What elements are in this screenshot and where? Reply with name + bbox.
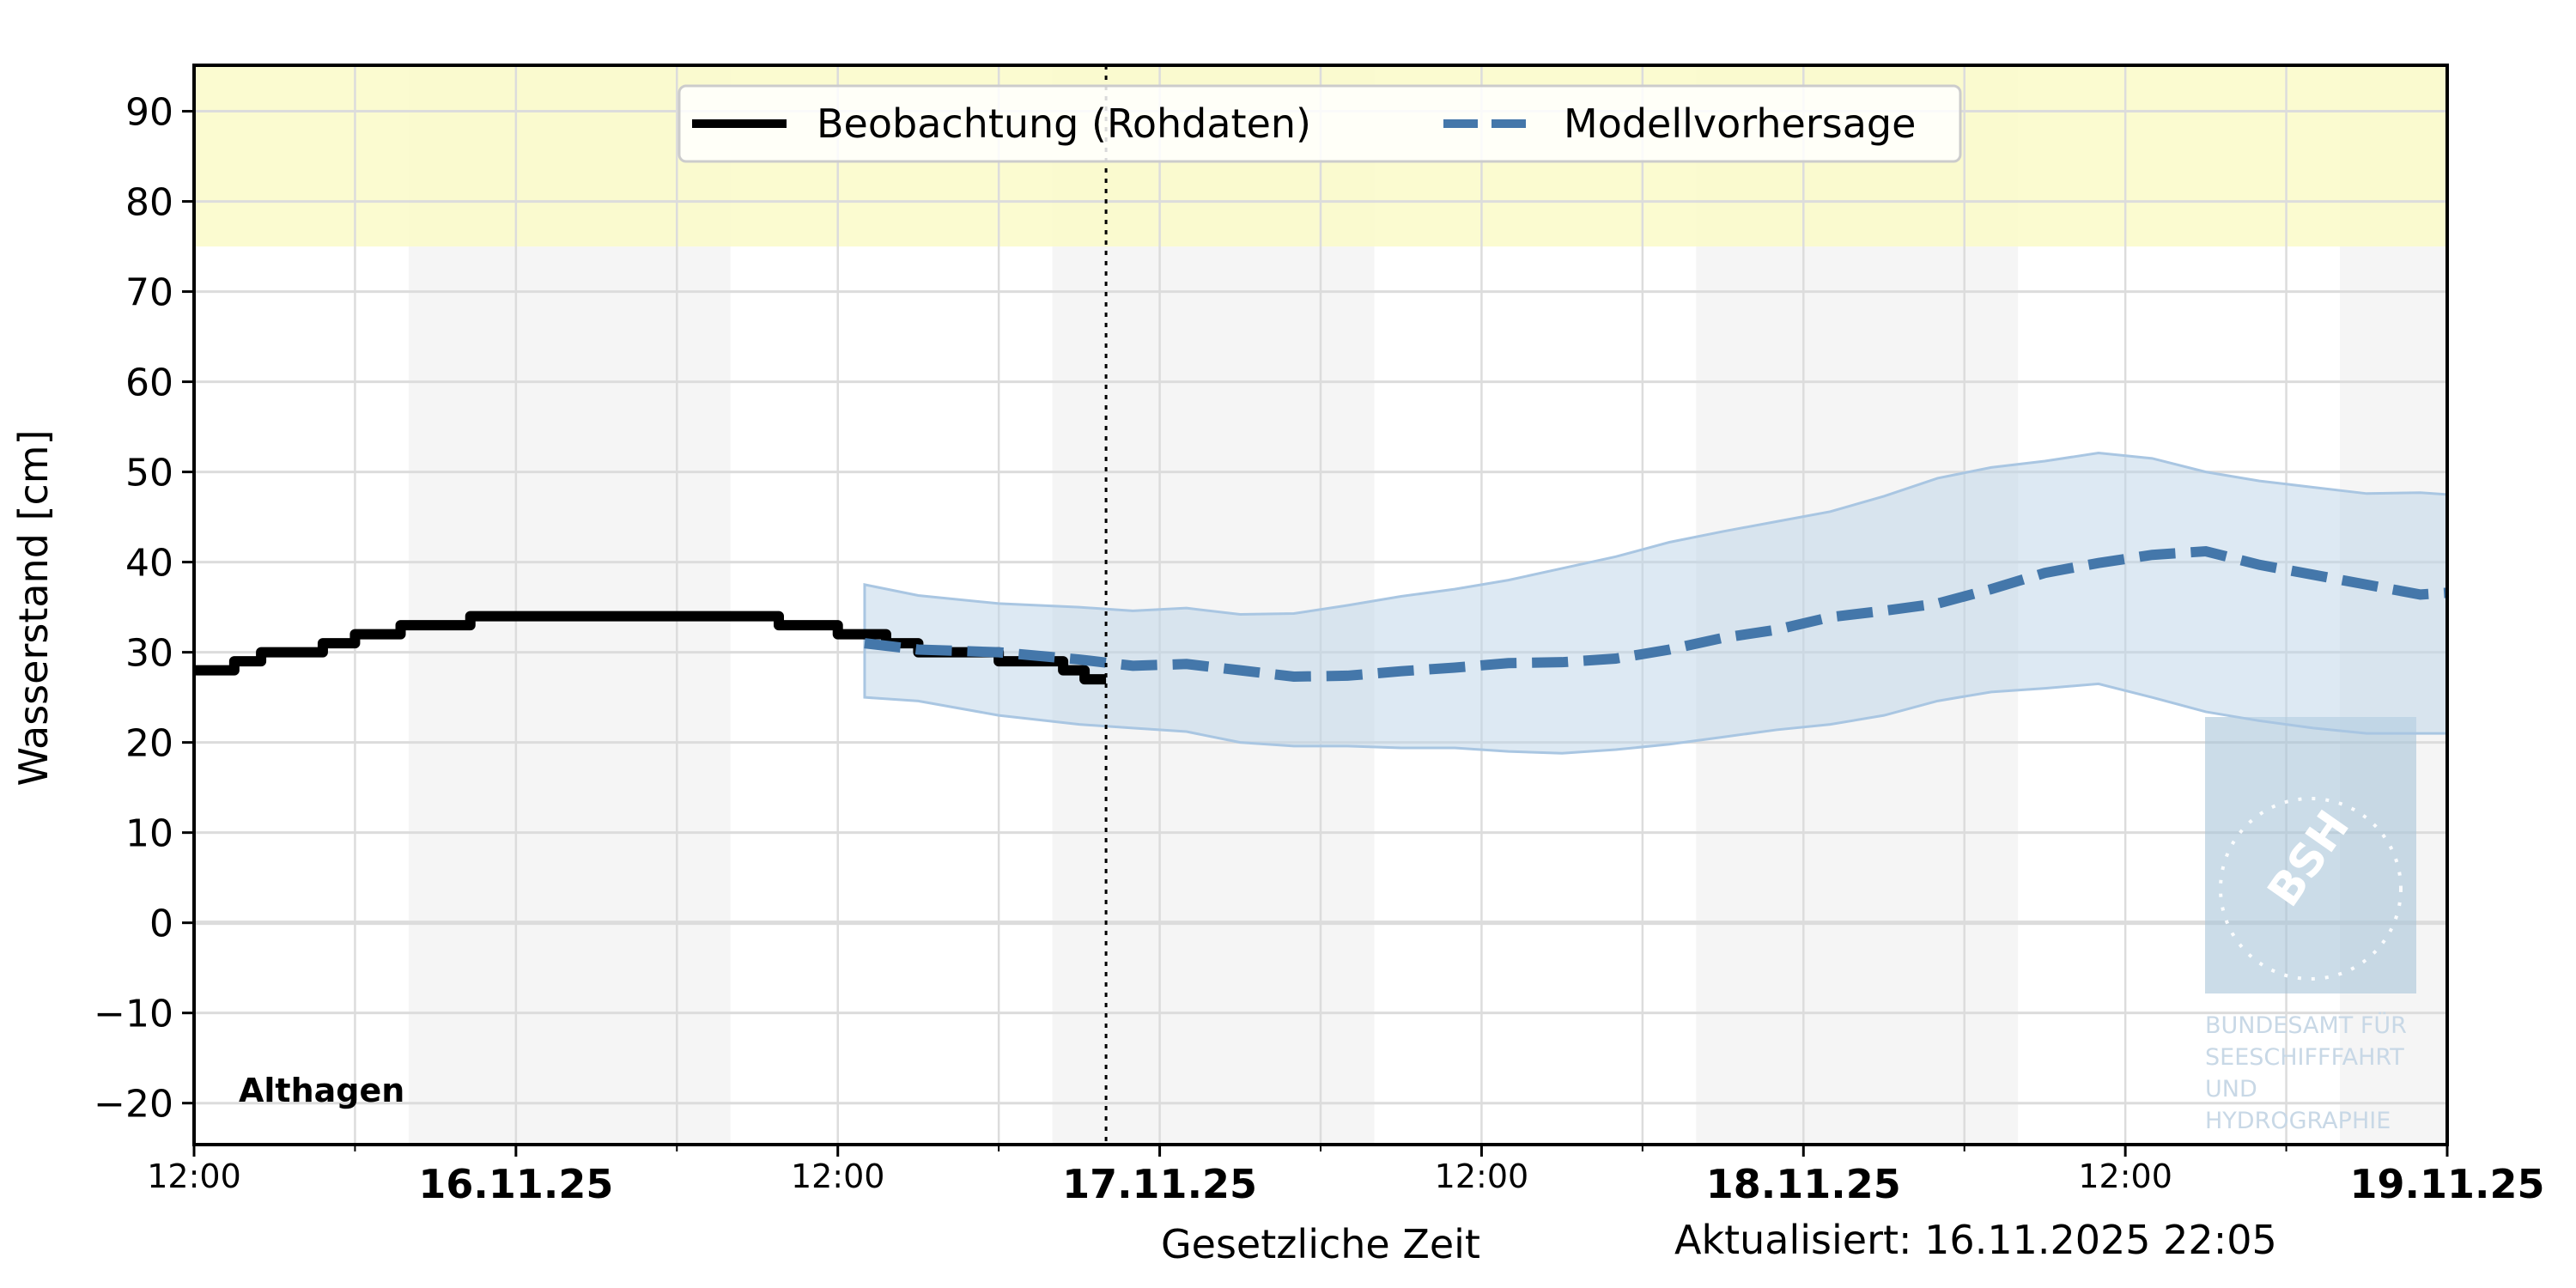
watermark-text-line: UND: [2205, 1076, 2257, 1103]
forecast-line: [864, 545, 2448, 682]
observation-line: [194, 611, 1107, 685]
y-axis-label: Wasserstand [cm]: [10, 429, 57, 786]
y-tick-label: 80: [125, 181, 173, 225]
x-tick-label: 16.11.25: [418, 1161, 613, 1207]
watermark-circle: [2219, 797, 2403, 981]
x-tick-label: 18.11.25: [1706, 1161, 1901, 1207]
y-tick-label: 0: [149, 902, 173, 946]
watermark-text-line: SEESCHIFFFAHRT: [2205, 1044, 2404, 1071]
y-tick-label: 40: [125, 542, 173, 586]
data-series: [194, 65, 2449, 1145]
x-tick-label: 12:00: [791, 1157, 885, 1195]
y-tick-label: −20: [94, 1083, 173, 1127]
x-tick-label: 12:00: [2078, 1157, 2172, 1195]
x-axis-label: Gesetzliche Zeit: [1161, 1221, 1480, 1267]
station-label: Althagen: [239, 1072, 404, 1109]
x-tick-label: 12:00: [147, 1157, 241, 1195]
y-tick-label: 60: [125, 361, 173, 405]
x-tick-label: 17.11.25: [1062, 1161, 1257, 1207]
y-tick-label: 20: [125, 722, 173, 766]
y-tick-label: 50: [125, 452, 173, 495]
legend-box: [677, 84, 1962, 163]
watermark-text-line: BUNDESAMT FÜR: [2205, 1012, 2407, 1039]
y-tick-label: 70: [125, 271, 173, 315]
y-tick-label: 90: [125, 91, 173, 135]
y-tick-label: 10: [125, 812, 173, 856]
axes: −20 −10 0 10 20 30 40 50 60 70 80 90 12:00 16.11.25 12…: [94, 64, 2545, 1207]
legend: Beobachtung (Rohdaten) Modellvorhersage: [677, 84, 1962, 163]
x-tick-label: 12:00: [1435, 1157, 1529, 1195]
y-tick-label: −10: [94, 993, 173, 1036]
updated-timestamp: Aktualisiert: 16.11.2025 22:05: [1674, 1217, 2277, 1263]
legend-forecast-label: Modellvorhersage: [1564, 100, 1916, 147]
x-tick-label: 19.11.25: [2350, 1161, 2545, 1207]
y-tick-label: 30: [125, 632, 173, 676]
legend-observation-label: Beobachtung (Rohdaten): [817, 100, 1311, 147]
watermark-text-line: HYDROGRAPHIE: [2205, 1108, 2391, 1134]
